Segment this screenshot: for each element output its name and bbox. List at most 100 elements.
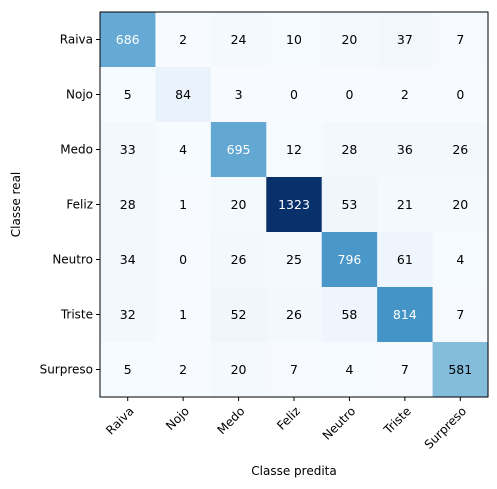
- x-tick-label: Triste: [380, 404, 413, 437]
- y-tick-label: Triste: [60, 308, 93, 322]
- heatmap-cell: [377, 342, 434, 398]
- heatmap-cell: [155, 287, 212, 343]
- heatmap-cell: [432, 67, 489, 123]
- heatmap-cell: [155, 122, 212, 178]
- cell-value-label: 36: [397, 142, 413, 157]
- cell-value-label: 20: [341, 32, 357, 47]
- cell-value-label: 12: [286, 142, 302, 157]
- heatmap-cell: [432, 342, 489, 398]
- heatmap-cell: [100, 342, 157, 398]
- heatmap-cell: [432, 232, 489, 288]
- cell-value-label: 58: [341, 307, 357, 322]
- cell-value-label: 5: [124, 87, 132, 102]
- heatmap-cell: [377, 67, 434, 123]
- cell-value-label: 20: [231, 197, 247, 212]
- cell-value-label: 686: [116, 32, 140, 47]
- heatmap-cell: [266, 122, 323, 178]
- cell-value-label: 25: [286, 252, 302, 267]
- heatmap-cell: [155, 12, 212, 68]
- heatmap-cell: [155, 342, 212, 398]
- heatmap-cell: [266, 232, 323, 288]
- cell-value-label: 28: [341, 142, 357, 157]
- heatmap-cell: [155, 177, 212, 233]
- cell-value-label: 814: [393, 307, 417, 322]
- heatmap-cell: [321, 287, 378, 343]
- heatmap-cell: [377, 232, 434, 288]
- cell-value-label: 10: [286, 32, 302, 47]
- cell-value-label: 0: [345, 87, 353, 102]
- cell-value-label: 796: [338, 252, 362, 267]
- cell-value-label: 32: [120, 307, 136, 322]
- cell-value-label: 34: [120, 252, 136, 267]
- x-tick-label: Neutro: [320, 404, 359, 443]
- cell-value-label: 4: [345, 362, 353, 377]
- y-tick-label: Nojo: [66, 88, 93, 102]
- heatmap-cell: [266, 342, 323, 398]
- cell-value-label: 0: [179, 252, 187, 267]
- heatmap-cell: [155, 67, 212, 123]
- heatmap-cell: [266, 12, 323, 68]
- heatmap-cell: [210, 287, 267, 343]
- cell-value-label: 0: [456, 87, 464, 102]
- cell-value-label: 37: [397, 32, 413, 47]
- cell-value-label: 20: [231, 362, 247, 377]
- cell-value-label: 26: [452, 142, 468, 157]
- cell-value-label: 1323: [278, 197, 310, 212]
- heatmap-cell: [432, 287, 489, 343]
- heatmap-cell: [266, 67, 323, 123]
- y-tick-label: Neutro: [52, 253, 93, 267]
- y-tick-label: Feliz: [66, 198, 93, 212]
- heatmap-cell: [266, 287, 323, 343]
- cell-value-label: 84: [175, 87, 191, 102]
- heatmap-cell: [321, 342, 378, 398]
- heatmap-cell: [266, 177, 323, 233]
- heatmap-cell: [100, 122, 157, 178]
- heatmap-cell: [377, 287, 434, 343]
- heatmap-cell: [210, 12, 267, 68]
- cell-value-label: 3: [235, 87, 243, 102]
- cell-value-label: 21: [397, 197, 413, 212]
- heatmap-cell: [210, 122, 267, 178]
- cell-value-label: 24: [231, 32, 247, 47]
- y-tick-label: Raiva: [60, 33, 93, 47]
- cell-value-label: 33: [120, 142, 136, 157]
- cell-value-label: 7: [456, 307, 464, 322]
- cell-value-label: 7: [456, 32, 464, 47]
- heatmap-cell: [321, 67, 378, 123]
- cell-value-label: 4: [179, 142, 187, 157]
- cell-value-label: 7: [290, 362, 298, 377]
- heatmap-cell: [321, 232, 378, 288]
- heatmap-cell: [210, 67, 267, 123]
- cell-value-label: 20: [452, 197, 468, 212]
- y-tick-label: Medo: [60, 143, 93, 157]
- heatmap-cell: [377, 12, 434, 68]
- cell-value-label: 695: [227, 142, 251, 157]
- heatmap-cell: [432, 12, 489, 68]
- heatmap-cell: [321, 177, 378, 233]
- x-tick-label: Nojo: [163, 404, 192, 433]
- x-tick-label: Medo: [214, 404, 247, 437]
- heatmap-cell: [100, 287, 157, 343]
- cell-value-label: 581: [448, 362, 472, 377]
- cell-value-label: 26: [231, 252, 247, 267]
- cell-value-label: 28: [120, 197, 136, 212]
- heatmap-cell: [100, 232, 157, 288]
- cell-value-label: 1: [179, 307, 187, 322]
- cell-value-label: 1: [179, 197, 187, 212]
- x-tick-label: Surpreso: [422, 404, 470, 452]
- heatmap-cell: [210, 232, 267, 288]
- cell-value-label: 52: [231, 307, 247, 322]
- x-tick-label: Feliz: [274, 404, 303, 433]
- cell-value-label: 2: [179, 362, 187, 377]
- y-tick-label: Surpreso: [40, 363, 93, 377]
- cell-value-label: 26: [286, 307, 302, 322]
- cell-value-label: 53: [341, 197, 357, 212]
- heatmap-cell: [321, 12, 378, 68]
- cell-value-label: 61: [397, 252, 413, 267]
- y-axis-label: Classe real: [9, 172, 23, 238]
- x-tick-label: Raiva: [103, 404, 136, 437]
- heatmap-cell: [100, 177, 157, 233]
- heatmap-cell: [377, 177, 434, 233]
